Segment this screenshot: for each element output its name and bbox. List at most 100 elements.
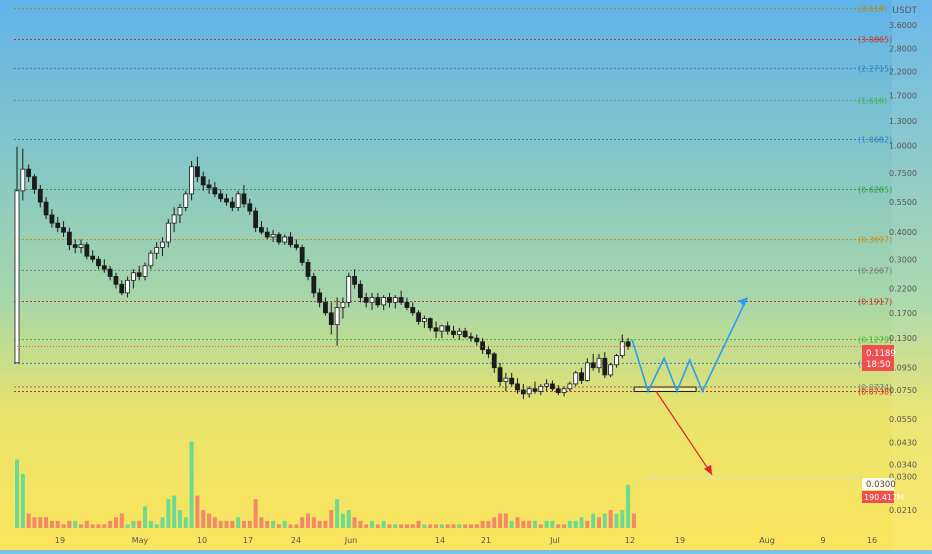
volume-bar xyxy=(422,524,427,528)
fib-level-label: (0.1917) xyxy=(858,297,892,306)
volume-bar xyxy=(335,499,340,528)
volume-bar xyxy=(521,520,526,528)
candle-up xyxy=(171,214,177,224)
candle-down xyxy=(323,301,328,314)
volume-badge xyxy=(862,491,894,503)
volume-bar xyxy=(323,520,328,528)
candle-down xyxy=(49,214,55,224)
volume-bar xyxy=(26,513,31,528)
volume-bar xyxy=(241,520,246,528)
candle-down xyxy=(305,262,311,277)
price-tick-label: 0.5500 xyxy=(889,198,917,207)
candle-up xyxy=(165,222,171,243)
candles xyxy=(14,146,862,400)
quote-currency-label: USDT xyxy=(892,6,917,16)
volume-bar xyxy=(451,524,456,528)
volume-bar xyxy=(573,520,578,528)
price-tick-label: 0.0950 xyxy=(889,364,917,373)
volume-bar xyxy=(480,520,485,528)
candle-up xyxy=(189,166,195,195)
volume-bar xyxy=(67,520,72,528)
volume-bar xyxy=(96,524,101,528)
time-tick-label: 17 xyxy=(243,536,253,545)
price-tick-label: 0.1700 xyxy=(889,309,917,318)
volume-bar xyxy=(428,524,433,528)
candle-down xyxy=(61,227,66,233)
candle-down xyxy=(224,198,229,203)
fib-level-label: (3.618) xyxy=(858,5,887,14)
volume-bar xyxy=(381,520,386,528)
volume-bar xyxy=(358,520,363,528)
volume-bar xyxy=(346,510,351,528)
candle-down xyxy=(491,353,497,369)
time-tick-label: 16 xyxy=(867,536,877,545)
volume-bar xyxy=(486,520,491,528)
fib-level-label: (0.1279) xyxy=(858,336,892,345)
candle-down xyxy=(375,297,381,306)
volume-bar xyxy=(55,520,60,528)
candle-down xyxy=(247,203,253,212)
candle-up xyxy=(526,388,532,395)
price-tick-label: 0.0300 xyxy=(889,472,917,481)
candle-down xyxy=(468,336,474,339)
candle-down xyxy=(486,349,491,355)
volume-bar xyxy=(329,510,334,528)
volume-bar xyxy=(294,524,299,528)
volume-bar xyxy=(160,517,165,528)
candle-down xyxy=(462,330,468,338)
volume-label: 190.417M xyxy=(864,493,904,502)
fib-level-label: (3.0865) xyxy=(858,35,892,44)
time-tick-label: 24 xyxy=(291,536,301,545)
time-tick-label: 12 xyxy=(625,536,635,545)
candle-up xyxy=(544,383,550,387)
candle-down xyxy=(474,337,480,343)
fib-level-label: (0.6285) xyxy=(858,186,892,195)
fib-levels: (3.618) (3.0865) (2.2715) (1.618) (1.0682) (0… xyxy=(14,5,892,397)
price-tick-label: 0.0210 xyxy=(889,506,917,515)
bearish-arrow-line xyxy=(655,390,713,476)
candle-up xyxy=(183,193,189,208)
price-tick-label: 0.0750 xyxy=(889,386,917,395)
volume-bar xyxy=(370,520,375,528)
candle-down xyxy=(43,201,49,216)
candle-down xyxy=(195,166,200,178)
time-tick-label: 10 xyxy=(197,536,207,545)
time-tick-label: 9 xyxy=(820,536,825,545)
candle-down xyxy=(37,188,43,203)
candle-down xyxy=(218,193,224,200)
volume-bar xyxy=(44,517,49,528)
volume-bar xyxy=(317,520,322,528)
candle-down xyxy=(90,255,96,260)
candle-down xyxy=(200,176,206,186)
volume-bar xyxy=(416,520,421,528)
candle-down xyxy=(515,383,520,391)
price-tick-label: 0.1300 xyxy=(889,334,917,343)
candle-up xyxy=(421,318,427,322)
current-price-badge xyxy=(862,345,894,371)
candle-up xyxy=(608,364,614,376)
price-tick-label: 0.2200 xyxy=(889,285,917,294)
volume-bar xyxy=(207,513,212,528)
volume-bar xyxy=(195,495,200,528)
candle-down xyxy=(590,362,596,369)
price-axis-background xyxy=(892,0,932,550)
volume-bar xyxy=(38,517,43,528)
volume-bar xyxy=(32,517,37,528)
volume-bar xyxy=(538,524,543,528)
candle-up xyxy=(282,236,288,243)
price-tick-label: 1.7000 xyxy=(889,92,917,101)
volume-bar xyxy=(218,520,223,528)
volume-bar xyxy=(498,513,503,528)
candle-up xyxy=(619,341,625,357)
candle-down xyxy=(404,301,410,308)
volume-bar xyxy=(143,506,148,528)
volume-bar xyxy=(463,524,468,528)
volume-bar xyxy=(410,524,415,528)
volume-bar xyxy=(201,510,206,528)
volume-bar xyxy=(84,520,89,528)
candle-down xyxy=(509,377,515,385)
price-tick-label: 1.3000 xyxy=(889,117,917,126)
volume-bar xyxy=(236,517,241,528)
candle-down xyxy=(357,283,363,298)
